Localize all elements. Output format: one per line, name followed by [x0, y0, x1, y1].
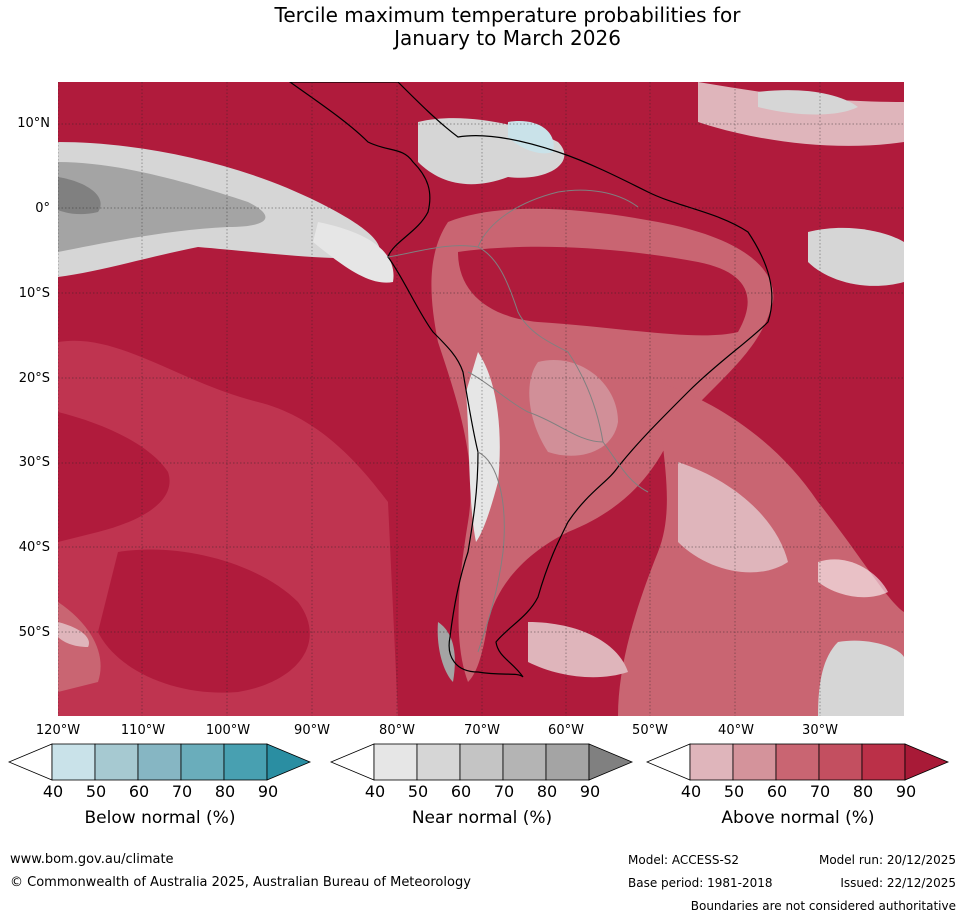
- country-border-3: [467, 371, 649, 493]
- zone-patagonia-near: [437, 622, 455, 682]
- cb-above-seg-1: [689, 743, 734, 781]
- cb-above-tick: 70: [809, 782, 831, 801]
- cb-near-seg-3: [459, 743, 504, 781]
- cb-below-seg-1: [51, 743, 96, 781]
- cb-near-tick: 50: [407, 782, 429, 801]
- lat-label-50s: 50°S: [18, 625, 50, 640]
- lon-label-110w: 110°W: [120, 723, 166, 738]
- country-border-2: [477, 189, 639, 248]
- title-line-2: January to March 2026: [394, 26, 621, 50]
- lon-label-50w: 50°W: [632, 723, 668, 738]
- lon-label-80w: 80°W: [379, 723, 415, 738]
- zone-atlantic-white: [818, 559, 888, 598]
- lon-label-30w: 30°W: [802, 723, 838, 738]
- chart-title: Tercile maximum temperature probabilitie…: [0, 4, 965, 50]
- colorbar-near-normal: [329, 743, 634, 785]
- lon-label-40w: 40°W: [718, 723, 754, 738]
- cb-above-arrow-high: [904, 743, 950, 781]
- cb-above-seg-4: [818, 743, 863, 781]
- cb-above-tick: 80: [852, 782, 874, 801]
- legend-title-below: Below normal (%): [84, 808, 236, 828]
- model-run-label: Model run: 20/12/2025: [818, 853, 956, 867]
- cb-near-tick: 90: [579, 782, 601, 801]
- base-period-label: Base period: 1981-2018: [628, 876, 773, 890]
- cb-near-arrow-low: [329, 743, 375, 781]
- colorbar-below-svg: [7, 743, 312, 781]
- cb-near-tick: 70: [493, 782, 515, 801]
- cb-above-tick: 50: [723, 782, 745, 801]
- zone-central-above-60: [529, 360, 618, 456]
- cb-below-seg-2: [94, 743, 139, 781]
- boundaries-note: Boundaries are not considered authoritat…: [690, 899, 956, 913]
- map-canvas: [58, 82, 904, 716]
- cb-above-seg-2: [732, 743, 777, 781]
- cb-above-seg-5: [861, 743, 906, 781]
- cb-near-tick: 60: [450, 782, 472, 801]
- cb-near-tick: 80: [536, 782, 558, 801]
- lon-label-70w: 70°W: [464, 723, 500, 738]
- cb-below-tick: 60: [128, 782, 150, 801]
- cb-below-arrow-high: [266, 743, 312, 781]
- cb-below-seg-3: [137, 743, 182, 781]
- probability-map: [58, 82, 904, 716]
- cb-above-tick: 40: [680, 782, 702, 801]
- zone-near-normal-dark: [58, 162, 266, 252]
- zone-south-atlantic-near: [818, 640, 904, 716]
- zone-atlantic-above-50: [678, 462, 788, 573]
- cb-below-seg-4: [180, 743, 225, 781]
- cb-below-tick: 50: [85, 782, 107, 801]
- cb-above-tick: 60: [766, 782, 788, 801]
- cb-below-arrow-low: [7, 743, 53, 781]
- lat-label-10n: 10°N: [17, 116, 50, 131]
- legend-title-near: Near normal (%): [411, 808, 553, 828]
- cb-below-tick: 80: [214, 782, 236, 801]
- issued-label: Issued: 22/12/2025: [840, 876, 956, 890]
- cb-near-seg-1: [373, 743, 418, 781]
- zone-north-atlantic-near: [758, 90, 858, 115]
- zone-andes-near-normal: [466, 352, 500, 542]
- cb-near-tick: 40: [364, 782, 386, 801]
- lon-label-100w: 100°W: [205, 723, 251, 738]
- title-line-1: Tercile maximum temperature probabilitie…: [274, 3, 741, 27]
- cb-near-seg-5: [545, 743, 590, 781]
- lat-label-40s: 40°S: [18, 540, 50, 555]
- graticule: [58, 82, 904, 716]
- lon-label-120w: 120°W: [35, 723, 81, 738]
- cb-above-seg-3: [775, 743, 820, 781]
- lon-label-90w: 90°W: [294, 723, 330, 738]
- zone-above-90-south: [98, 549, 310, 693]
- country-border-1: [387, 245, 604, 443]
- cb-below-tick: 40: [42, 782, 64, 801]
- country-border-4: [477, 451, 505, 653]
- lat-label-0: 0°: [35, 201, 50, 216]
- lon-label-60w: 60°W: [548, 723, 584, 738]
- cb-above-tick: 90: [895, 782, 917, 801]
- legend-title-above: Above normal (%): [721, 808, 875, 828]
- cb-above-arrow-low: [645, 743, 691, 781]
- zone-caribbean-below: [508, 121, 554, 154]
- zone-above-70-sw: [58, 602, 101, 692]
- colorbar-above-normal: [645, 743, 950, 785]
- zone-falklands-above-50: [528, 622, 628, 678]
- colorbar-near-svg: [329, 743, 634, 781]
- zone-east-atlantic-near: [808, 227, 904, 286]
- lat-label-30s: 30°S: [18, 455, 50, 470]
- cb-below-tick: 70: [171, 782, 193, 801]
- zone-amazon-above-90: [458, 246, 748, 336]
- zone-near-normal-light: [313, 222, 394, 283]
- colorbar-above-svg: [645, 743, 950, 781]
- zone-sw-above-50: [58, 622, 89, 647]
- copyright-text: © Commonwealth of Australia 2025, Austra…: [10, 875, 471, 890]
- cb-near-seg-2: [416, 743, 461, 781]
- zone-near-normal-darkest: [58, 177, 101, 215]
- cb-below-tick: 90: [257, 782, 279, 801]
- lat-label-20s: 20°S: [18, 371, 50, 386]
- cb-near-seg-4: [502, 743, 547, 781]
- lat-label-10s: 10°S: [18, 286, 50, 301]
- cb-near-arrow-high: [588, 743, 634, 781]
- colorbar-below-normal: [7, 743, 312, 785]
- cb-below-seg-5: [223, 743, 268, 781]
- website-link[interactable]: www.bom.gov.au/climate: [10, 852, 174, 867]
- model-label: Model: ACCESS-S2: [628, 853, 740, 867]
